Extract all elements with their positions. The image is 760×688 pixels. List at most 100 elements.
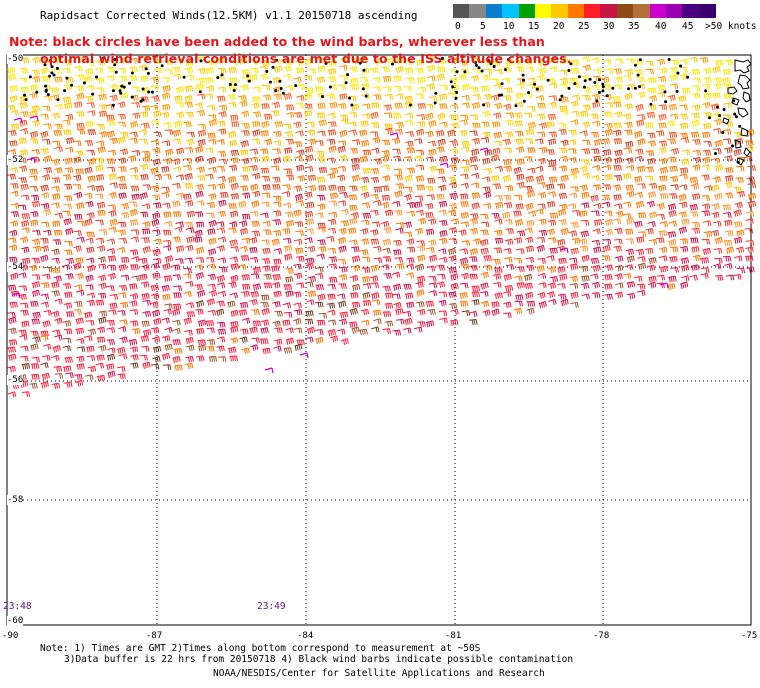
wind-barb xyxy=(262,247,271,255)
wind-barb xyxy=(208,114,217,120)
wind-barb xyxy=(98,104,108,111)
contamination-circle xyxy=(679,64,683,68)
wind-barb xyxy=(524,58,533,66)
coastline-segment xyxy=(736,157,745,166)
wind-barb xyxy=(406,238,415,246)
wind-barb xyxy=(460,221,470,228)
wind-barb xyxy=(602,255,611,262)
wind-barb xyxy=(560,109,569,116)
wind-barb xyxy=(403,156,413,162)
contamination-circle xyxy=(638,58,642,62)
wind-barb xyxy=(480,300,490,308)
wind-barb xyxy=(581,56,591,63)
wind-barb xyxy=(217,328,227,335)
wind-barb xyxy=(21,320,30,328)
wind-barb xyxy=(151,336,161,343)
wind-barb xyxy=(76,363,85,370)
wind-barb xyxy=(547,266,557,274)
wind-barb xyxy=(216,120,226,127)
wind-barb xyxy=(581,254,590,262)
wind-barb xyxy=(270,165,280,172)
wind-barb xyxy=(282,155,291,163)
wind-barb xyxy=(54,334,63,341)
wind-barb xyxy=(272,301,281,308)
contamination-circle xyxy=(324,61,328,65)
wind-barb xyxy=(469,218,478,225)
wind-barb xyxy=(678,193,687,202)
wind-barb xyxy=(315,150,325,157)
wind-barb xyxy=(648,183,658,190)
wind-barb xyxy=(117,310,126,316)
wind-barb xyxy=(139,163,149,171)
wind-barb xyxy=(150,292,160,300)
wind-barb xyxy=(107,347,116,354)
wind-barb xyxy=(592,184,602,191)
contamination-circle xyxy=(434,91,438,95)
wind-barb xyxy=(249,326,258,334)
contamination-circle xyxy=(588,77,592,81)
wind-barb xyxy=(72,140,82,147)
coastline-segment xyxy=(734,59,752,74)
wind-barb xyxy=(162,262,171,271)
contamination-circle xyxy=(731,144,734,148)
wind-barb xyxy=(614,291,624,299)
map-frame xyxy=(6,54,752,626)
wind-barb xyxy=(208,193,217,200)
wind-barb xyxy=(251,172,261,180)
wind-barb xyxy=(349,148,358,154)
wind-barb xyxy=(9,244,18,252)
wind-barb xyxy=(249,156,259,163)
wind-barb xyxy=(392,329,402,336)
wind-barb xyxy=(8,256,18,263)
wind-barb xyxy=(75,327,85,335)
wind-barb xyxy=(525,291,534,300)
wind-barb xyxy=(338,274,348,281)
wind-barb xyxy=(469,164,479,171)
wind-barb xyxy=(316,112,326,119)
wind-barb xyxy=(491,60,501,67)
wind-barb xyxy=(30,194,40,201)
wind-barb xyxy=(150,104,159,111)
wind-barb xyxy=(64,356,73,363)
contamination-circle xyxy=(65,76,69,80)
wind-barb xyxy=(666,120,676,128)
wind-barb xyxy=(261,84,271,91)
contamination-circle xyxy=(735,115,738,119)
wind-barb xyxy=(491,121,501,128)
wind-barb xyxy=(493,140,503,147)
wind-barb xyxy=(469,227,478,235)
scale-swatch xyxy=(633,4,650,18)
wind-barb xyxy=(98,131,107,138)
wind-barb xyxy=(480,221,490,228)
wind-barb xyxy=(74,284,83,291)
wind-barb xyxy=(581,293,590,300)
wind-barb xyxy=(383,104,392,111)
wind-barb xyxy=(547,165,557,171)
wind-barb xyxy=(406,147,416,154)
high-wind-barb xyxy=(18,292,21,299)
wind-barb xyxy=(591,292,601,299)
wind-barb xyxy=(513,166,522,175)
wind-barb xyxy=(31,201,41,208)
wind-barb xyxy=(230,193,240,200)
wind-barb xyxy=(494,68,503,75)
wind-barb xyxy=(164,343,173,351)
wind-barb xyxy=(216,336,226,343)
wind-barb xyxy=(701,164,710,171)
wind-barb xyxy=(282,184,291,191)
wind-barb xyxy=(339,192,348,198)
scale-label: 20 xyxy=(553,21,565,32)
contamination-circle xyxy=(664,100,668,104)
contamination-circle xyxy=(638,85,642,89)
wind-barb xyxy=(217,176,226,183)
wind-barb xyxy=(185,337,194,345)
wind-barb xyxy=(240,84,249,91)
wind-barb xyxy=(635,200,644,209)
wind-barb xyxy=(547,219,557,226)
contamination-circle xyxy=(246,74,250,78)
wind-barb xyxy=(296,149,305,156)
wind-barb xyxy=(703,122,712,130)
wind-barb xyxy=(414,195,424,202)
wind-barb xyxy=(670,59,680,66)
wind-barb xyxy=(581,191,590,199)
